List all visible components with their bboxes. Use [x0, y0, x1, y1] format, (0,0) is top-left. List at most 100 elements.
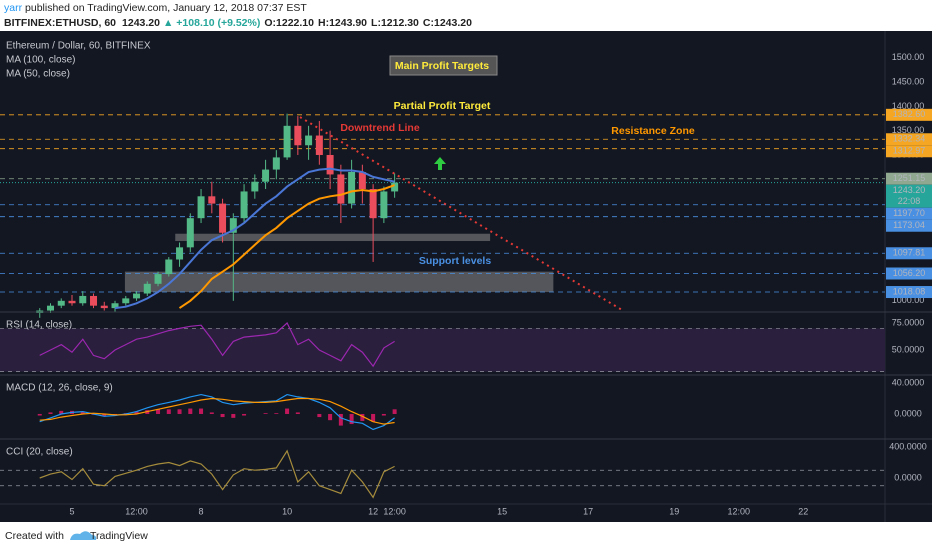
countdown: 22:08 — [898, 196, 921, 206]
candle-body — [283, 125, 291, 158]
y-tick-label: 1000.00 — [892, 295, 925, 305]
y-tick-label: 75.0000 — [892, 317, 925, 327]
candle-body — [100, 305, 108, 309]
x-tick-label: 15 — [497, 506, 507, 516]
candle-body — [391, 182, 399, 192]
histogram-bar — [209, 412, 214, 414]
histogram-bar — [349, 413, 354, 425]
histogram-bar — [199, 408, 204, 414]
y-tick-label: 1350.00 — [892, 125, 925, 135]
low: L:1212.30 — [371, 17, 419, 29]
price: 1243.20 — [122, 17, 160, 29]
candle-body — [165, 259, 173, 275]
price-label: 1056.20 — [893, 268, 926, 278]
histogram-bar — [381, 413, 386, 416]
annotation-box — [389, 55, 498, 76]
price-label-box — [886, 219, 932, 232]
histogram-bar — [263, 413, 268, 414]
candle-body — [133, 293, 141, 299]
candle-body — [208, 196, 216, 204]
histogram-bar — [285, 408, 290, 414]
legend-entry: MA (50, close) — [6, 69, 70, 80]
price-label: 1332.34 — [893, 134, 926, 144]
candle-body — [358, 172, 366, 190]
panel-title: RSI (14, close) — [6, 320, 72, 331]
price-label-box — [886, 286, 932, 299]
histogram-bar — [166, 409, 171, 414]
candle-body — [251, 181, 259, 192]
price-label: 1243.20 — [893, 185, 926, 195]
open: O:1222.10 — [264, 17, 314, 29]
trendline — [299, 116, 623, 311]
series-line — [114, 167, 395, 310]
price-label-box — [886, 247, 932, 260]
series-line — [39, 449, 395, 499]
annotation: Downtrend Line — [340, 122, 419, 134]
candle-body — [111, 303, 119, 309]
high: H:1243.90 — [318, 17, 367, 29]
candle-body — [68, 300, 76, 304]
price-label: 1018.08 — [893, 286, 926, 296]
histogram-bar — [102, 413, 107, 417]
candle-body — [240, 191, 248, 219]
close: C:1243.20 — [423, 17, 472, 29]
histogram-bar — [371, 413, 376, 422]
price-label-box — [886, 108, 932, 121]
logo — [70, 531, 97, 540]
y-tick-label: 50.0000 — [892, 344, 925, 354]
price-label-box — [886, 207, 932, 220]
author: yarr — [4, 2, 23, 14]
price-label: 1382.60 — [893, 109, 926, 119]
created-with: Created with — [5, 530, 64, 542]
x-tick-label: 12 — [368, 506, 378, 516]
published: published on TradingView.com, January 12… — [22, 2, 307, 14]
candle-body — [272, 157, 280, 170]
candle-body — [305, 135, 313, 146]
histogram-bar — [48, 412, 53, 414]
candle-body — [122, 298, 130, 304]
x-tick-label: 10 — [282, 506, 292, 516]
candle-body — [294, 125, 302, 146]
histogram-bar — [242, 413, 247, 416]
candle-body — [229, 218, 237, 233]
zone — [124, 271, 554, 293]
publish-line: yarr published on TradingView.com, Janua… — [4, 2, 307, 14]
band — [0, 328, 885, 372]
x-tick-label: 8 — [199, 506, 204, 516]
annotation: Main Profit Targets — [395, 60, 489, 72]
candle-body — [57, 300, 65, 306]
series-line — [178, 184, 395, 309]
legend-entry: MA (100, close) — [6, 55, 75, 66]
histogram-bar — [134, 411, 139, 414]
x-tick-label: 12:00 — [383, 506, 406, 516]
y-tick-label: 0.0000 — [894, 472, 922, 482]
price-label: 1197.70 — [893, 208, 925, 218]
candle-body — [219, 203, 227, 233]
candle-body — [186, 218, 194, 248]
annotation: Resistance Zone — [611, 125, 695, 137]
y-tick-label: 40.0000 — [892, 377, 925, 387]
annotation: Partial Profit Target — [394, 100, 491, 112]
candle-body — [197, 196, 205, 219]
histogram-bar — [156, 409, 161, 414]
candle-body — [143, 283, 151, 294]
y-tick-label: 1500.00 — [892, 52, 925, 62]
annotation: Support levels — [419, 255, 492, 267]
candle-body — [154, 274, 162, 284]
histogram-bar — [177, 409, 182, 414]
change: ▲ +108.10 (+9.52%) — [163, 17, 260, 29]
panel-title: MACD (12, 26, close, 9) — [6, 383, 113, 394]
symbol-line: BITFINEX:ETHUSD, 60 1243.20 ▲ +108.10 (+9.… — [4, 17, 472, 29]
series-line — [39, 393, 395, 431]
y-tick-label: 1400.00 — [892, 101, 925, 111]
price-label-box — [886, 172, 932, 185]
x-tick-label: 5 — [70, 506, 75, 516]
brand: TradingView — [90, 530, 148, 542]
x-tick-label: 19 — [669, 506, 679, 516]
x-tick-label: 12:00 — [727, 506, 750, 516]
x-tick-label: 12:00 — [125, 506, 148, 516]
price-label-box — [886, 145, 932, 158]
histogram-bar — [231, 413, 236, 418]
y-tick-label: 1450.00 — [892, 76, 925, 86]
